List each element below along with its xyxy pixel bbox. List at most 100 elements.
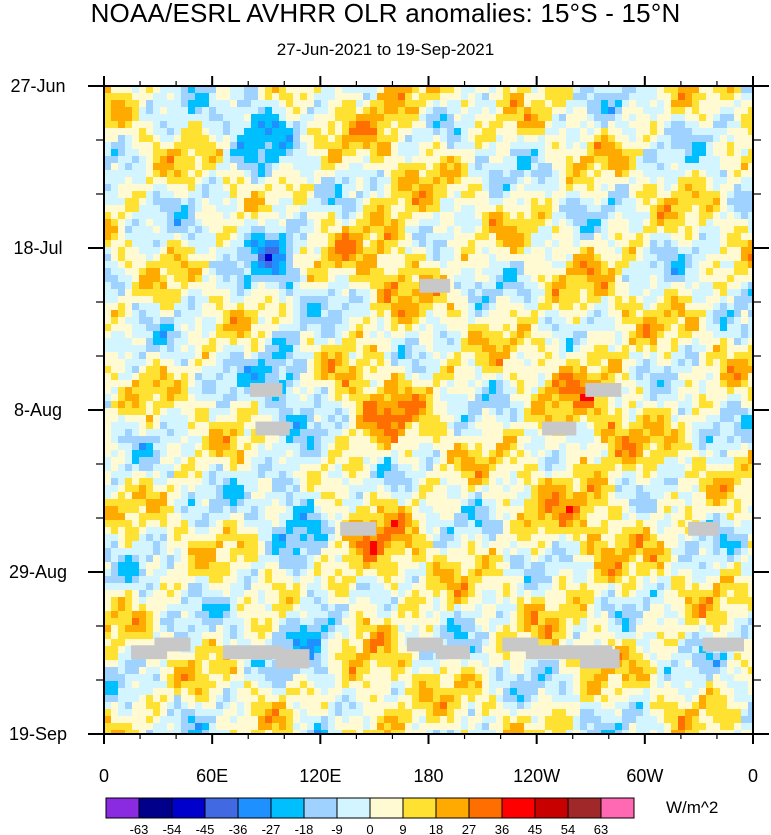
- field-cell: [517, 163, 525, 171]
- field-cell: [419, 352, 427, 360]
- field-cell: [167, 296, 175, 304]
- field-cell: [209, 408, 217, 416]
- field-cell: [279, 254, 287, 262]
- field-cell: [258, 310, 266, 318]
- field-cell: [188, 247, 196, 255]
- field-cell: [433, 114, 441, 122]
- field-cell: [447, 121, 455, 129]
- field-cell: [342, 163, 350, 171]
- field-cell: [608, 310, 616, 318]
- field-cell: [335, 156, 343, 164]
- field-cell: [678, 114, 686, 122]
- field-cell: [195, 247, 203, 255]
- field-cell: [601, 184, 609, 192]
- field-cell: [727, 170, 735, 178]
- field-cell: [349, 457, 357, 465]
- field-cell: [363, 352, 371, 360]
- field-cell: [489, 170, 497, 178]
- field-cell: [216, 219, 224, 227]
- field-cell: [349, 212, 357, 220]
- field-cell: [454, 233, 462, 241]
- field-cell: [153, 317, 161, 325]
- field-cell: [195, 450, 203, 458]
- field-cell: [447, 107, 455, 115]
- field-cell: [573, 282, 581, 290]
- field-cell: [524, 198, 532, 206]
- field-cell: [517, 177, 525, 185]
- field-cell: [594, 86, 602, 94]
- field-cell: [384, 226, 392, 234]
- field-cell: [468, 177, 476, 185]
- field-cell: [734, 359, 742, 367]
- field-cell: [594, 310, 602, 318]
- field-cell: [671, 156, 679, 164]
- field-cell: [160, 366, 168, 374]
- field-cell: [615, 310, 623, 318]
- field-cell: [454, 128, 462, 136]
- field-cell: [657, 331, 665, 339]
- field-cell: [160, 184, 168, 192]
- field-cell: [692, 345, 700, 353]
- field-cell: [398, 457, 406, 465]
- field-cell: [657, 240, 665, 248]
- field-cell: [258, 338, 266, 346]
- field-cell: [559, 415, 567, 423]
- field-cell: [706, 114, 714, 122]
- field-cell: [370, 303, 378, 311]
- field-cell: [468, 191, 476, 199]
- field-cell: [118, 240, 126, 248]
- field-cell: [657, 268, 665, 276]
- field-cell: [363, 86, 371, 94]
- field-cell: [356, 324, 364, 332]
- field-cell: [727, 247, 735, 255]
- field-cell: [237, 261, 245, 269]
- field-cell: [209, 135, 217, 143]
- field-cell: [125, 345, 133, 353]
- field-cell: [531, 86, 539, 94]
- field-cell: [111, 149, 119, 157]
- field-cell: [503, 226, 511, 234]
- field-cell: [405, 135, 413, 143]
- field-cell: [286, 289, 294, 297]
- field-cell: [223, 247, 231, 255]
- field-cell: [363, 163, 371, 171]
- field-cell: [258, 303, 266, 311]
- field-cell: [671, 408, 679, 416]
- field-cell: [104, 324, 112, 332]
- field-cell: [573, 219, 581, 227]
- field-cell: [713, 268, 721, 276]
- field-cell: [496, 436, 504, 444]
- field-cell: [489, 226, 497, 234]
- field-cell: [524, 338, 532, 346]
- field-cell: [461, 233, 469, 241]
- field-cell: [307, 366, 315, 374]
- field-cell: [468, 240, 476, 248]
- field-cell: [286, 205, 294, 213]
- field-cell: [524, 310, 532, 318]
- field-cell: [468, 100, 476, 108]
- field-cell: [321, 261, 329, 269]
- field-cell: [741, 177, 749, 185]
- field-cell: [223, 100, 231, 108]
- field-cell: [265, 135, 273, 143]
- field-cell: [461, 93, 469, 101]
- field-cell: [314, 359, 322, 367]
- field-cell: [111, 387, 119, 395]
- field-cell: [104, 450, 112, 458]
- field-cell: [608, 205, 616, 213]
- field-cell: [447, 310, 455, 318]
- field-cell: [363, 107, 371, 115]
- field-cell: [720, 429, 728, 437]
- field-cell: [111, 338, 119, 346]
- field-cell: [293, 373, 301, 381]
- field-cell: [545, 114, 553, 122]
- field-cell: [454, 247, 462, 255]
- field-cell: [321, 128, 329, 136]
- field-cell: [209, 359, 217, 367]
- field-cell: [699, 156, 707, 164]
- field-cell: [139, 457, 147, 465]
- field-cell: [209, 191, 217, 199]
- field-cell: [552, 359, 560, 367]
- field-cell: [244, 275, 252, 283]
- field-cell: [615, 303, 623, 311]
